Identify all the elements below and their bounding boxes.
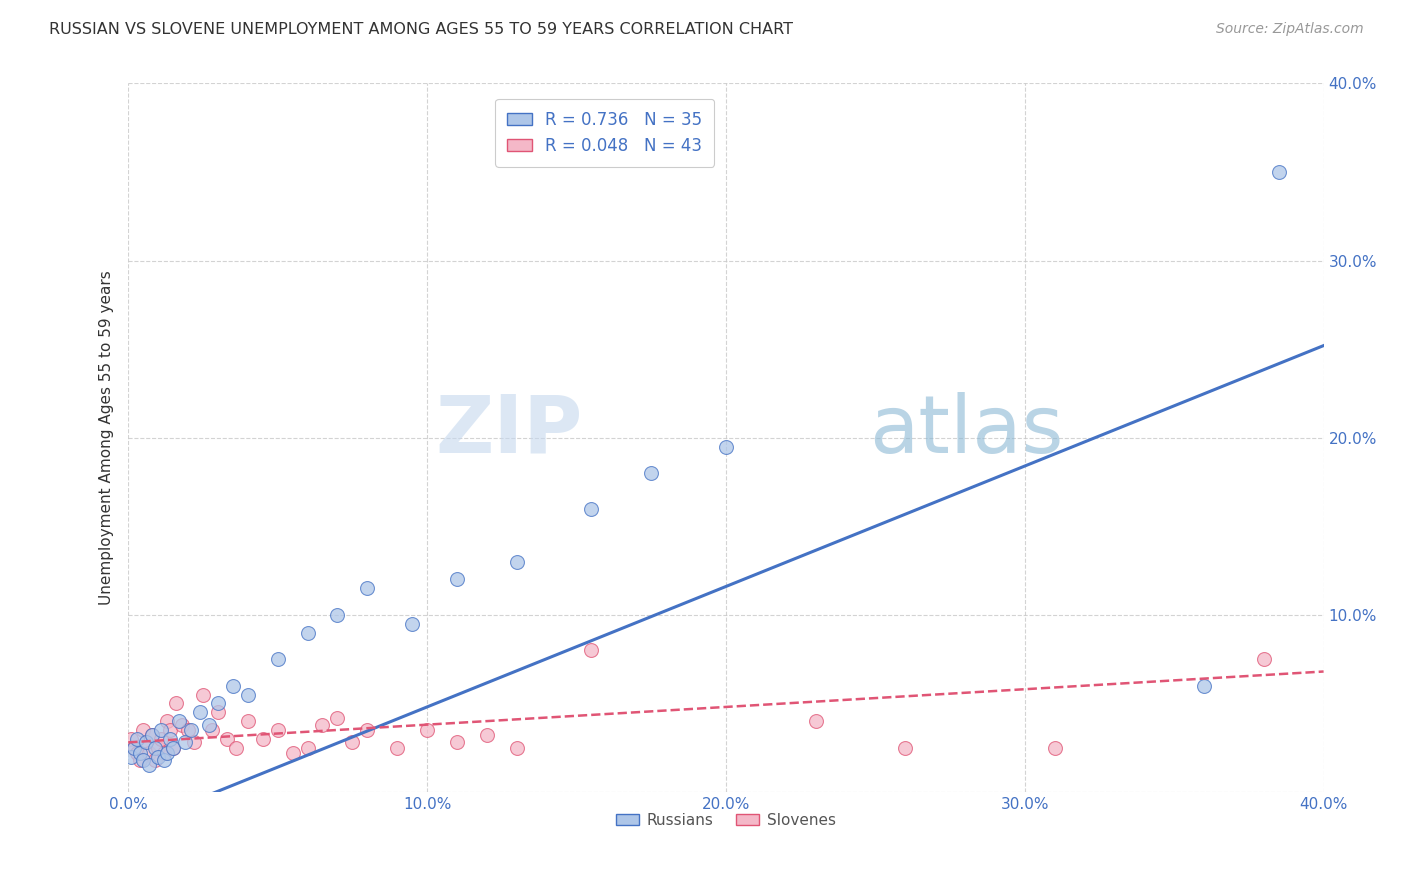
Point xyxy=(153,753,176,767)
Point xyxy=(129,753,152,767)
Point xyxy=(180,723,202,737)
Point xyxy=(1267,165,1289,179)
Point xyxy=(225,740,247,755)
Point xyxy=(581,501,603,516)
Point xyxy=(446,735,468,749)
Point xyxy=(188,705,211,719)
Point xyxy=(141,728,163,742)
Point xyxy=(640,466,662,480)
Point xyxy=(156,714,179,728)
Point xyxy=(162,740,184,755)
Point xyxy=(326,710,349,724)
Point xyxy=(132,723,155,737)
Point xyxy=(297,740,319,755)
Point xyxy=(311,717,333,731)
Point xyxy=(894,740,917,755)
Point xyxy=(281,746,304,760)
Point xyxy=(236,714,259,728)
Point xyxy=(1043,740,1066,755)
Point xyxy=(446,573,468,587)
Point xyxy=(581,643,603,657)
Point xyxy=(475,728,498,742)
Text: RUSSIAN VS SLOVENE UNEMPLOYMENT AMONG AGES 55 TO 59 YEARS CORRELATION CHART: RUSSIAN VS SLOVENE UNEMPLOYMENT AMONG AG… xyxy=(49,22,793,37)
Point xyxy=(804,714,827,728)
Point xyxy=(236,688,259,702)
Point xyxy=(159,731,181,746)
Point xyxy=(201,723,224,737)
Point xyxy=(342,735,364,749)
Point xyxy=(127,746,149,760)
Point xyxy=(141,728,163,742)
Point xyxy=(143,740,166,755)
Point xyxy=(177,723,200,737)
Point xyxy=(127,731,149,746)
Point xyxy=(132,753,155,767)
Point xyxy=(714,440,737,454)
Point xyxy=(356,581,378,595)
Y-axis label: Unemployment Among Ages 55 to 59 years: Unemployment Among Ages 55 to 59 years xyxy=(100,270,114,605)
Point xyxy=(122,740,145,755)
Point xyxy=(170,717,193,731)
Point xyxy=(207,705,229,719)
Point xyxy=(135,735,157,749)
Point xyxy=(416,723,439,737)
Point xyxy=(198,717,221,731)
Point xyxy=(266,723,288,737)
Point xyxy=(506,555,529,569)
Point xyxy=(138,746,160,760)
Point xyxy=(356,723,378,737)
Point xyxy=(326,607,349,622)
Point xyxy=(138,758,160,772)
Point xyxy=(183,735,205,749)
Point xyxy=(174,735,197,749)
Point xyxy=(150,731,173,746)
Point xyxy=(120,731,142,746)
Point xyxy=(120,749,142,764)
Point xyxy=(401,616,423,631)
Point xyxy=(297,625,319,640)
Point xyxy=(1192,679,1215,693)
Point xyxy=(156,746,179,760)
Point xyxy=(143,753,166,767)
Text: atlas: atlas xyxy=(869,392,1064,469)
Point xyxy=(146,749,169,764)
Point xyxy=(135,735,157,749)
Point xyxy=(165,697,187,711)
Point xyxy=(129,746,152,760)
Point xyxy=(167,714,190,728)
Point xyxy=(252,731,274,746)
Point xyxy=(215,731,238,746)
Point xyxy=(150,723,173,737)
Legend: Russians, Slovenes: Russians, Slovenes xyxy=(610,806,842,834)
Text: Source: ZipAtlas.com: Source: ZipAtlas.com xyxy=(1216,22,1364,37)
Point xyxy=(1253,652,1275,666)
Point xyxy=(506,740,529,755)
Point xyxy=(122,740,145,755)
Point xyxy=(222,679,245,693)
Point xyxy=(191,688,214,702)
Point xyxy=(146,740,169,755)
Point xyxy=(207,697,229,711)
Point xyxy=(387,740,409,755)
Point xyxy=(153,746,176,760)
Point xyxy=(266,652,288,666)
Point xyxy=(162,740,184,755)
Text: ZIP: ZIP xyxy=(436,392,582,469)
Point xyxy=(159,723,181,737)
